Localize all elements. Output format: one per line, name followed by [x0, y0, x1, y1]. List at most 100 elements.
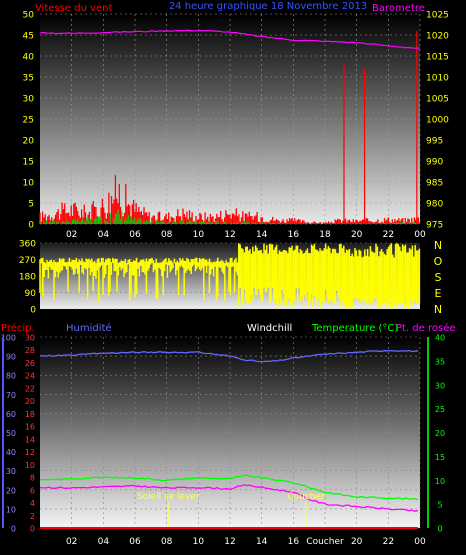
precip-tick-label: 14: [25, 435, 35, 444]
precip-tick-label: 18: [25, 410, 35, 419]
direction-axis-ticks: 0 90 180 270 360: [19, 240, 36, 316]
precip-tick-label: 4: [30, 499, 35, 508]
precip-tick-label: 26: [25, 359, 35, 368]
precip-tick-label: 6: [30, 486, 35, 495]
wind-tick-label: 10: [23, 179, 35, 189]
humidity-tick-label: 100: [1, 334, 16, 343]
humidity-tick-label: 30: [6, 467, 16, 476]
compass-letter: E: [435, 287, 442, 300]
temp-x-ticks: 02 04 06 08 10 12 14 16 Coucher 20 22 00: [66, 537, 426, 547]
wind-axis-ticks: 0 5 10 15 20 25 30 35 40 45 50: [23, 11, 35, 231]
temp-tick-label: 35: [435, 357, 445, 366]
humidity-axis-ticks: 0 10 20 30 40 50 60 70 80 90 100: [1, 334, 16, 534]
x-tick-label: 14: [256, 230, 268, 240]
precip-tick-label: 28: [25, 346, 35, 355]
humidity-tick-label: 60: [6, 410, 16, 419]
x-tick-label: 12: [224, 537, 235, 547]
compass-letter: O: [434, 255, 443, 268]
baro-tick-label: 1020: [426, 32, 449, 42]
precip-tick-label: 0: [30, 525, 35, 534]
wind-title: Vitesse du vent: [35, 3, 112, 14]
temperature-label: Temperature (°C): [311, 323, 398, 334]
chart-title: 24 heure graphique 18 Novembre 2013: [169, 1, 367, 12]
precip-tick-label: 12: [25, 448, 35, 457]
wind-tick-label: 0: [28, 221, 34, 231]
humidity-tick-label: 50: [6, 429, 16, 438]
precip-tick-label: 10: [25, 461, 35, 470]
direction-tick-label: 360: [19, 240, 36, 250]
wind-panel-grid: [40, 13, 421, 225]
temp-axis-ticks: 0 5 10 15 20 25 30 35 40: [435, 334, 445, 534]
baro-tick-label: 975: [426, 221, 443, 231]
wind-spikes: [343, 30, 418, 224]
x-tick-label: 16: [288, 537, 300, 547]
precip-tick-label: 16: [25, 423, 35, 432]
baro-axis-ticks: 975 980 985 990 995 1000 1005 1010 1015 1020 1025: [426, 11, 449, 231]
x-tick-label: 12: [224, 230, 235, 240]
direction-series: [39, 243, 421, 309]
x-tick-label: 00: [414, 537, 426, 547]
dewpoint-label: Pt. de rosée: [396, 322, 456, 334]
x-tick-label: 10: [193, 537, 205, 547]
wind-tick-label: 30: [23, 95, 35, 105]
compass-letter: S: [435, 271, 442, 284]
x-tick-label: 10: [193, 230, 205, 240]
direction-tick-label: 180: [19, 273, 36, 283]
wind-tick-label: 45: [23, 32, 34, 42]
temp-tick-label: 0: [437, 525, 442, 534]
wind-x-ticks: 02 04 06 08 10 12 14 16 18 20 22 00: [66, 230, 426, 240]
x-tick-label: 20: [351, 537, 363, 547]
precip-tick-label: 24: [25, 372, 35, 381]
precip-tick-label: 8: [30, 474, 35, 483]
precip-tick-label: 22: [25, 384, 35, 393]
wind-tick-label: 50: [23, 11, 35, 21]
x-tick-label: 04: [98, 230, 110, 240]
wind-tick-label: 35: [23, 74, 34, 84]
wind-tick-label: 15: [23, 158, 34, 168]
humidity-tick-label: 80: [6, 372, 16, 381]
direction-tick-label: 0: [30, 306, 36, 316]
wind-tick-label: 40: [23, 53, 35, 63]
precip-tick-label: 30: [25, 334, 35, 343]
wind-tick-label: 20: [23, 137, 35, 147]
temp-tick-label: 10: [435, 477, 445, 486]
humidity-tick-label: 20: [6, 486, 16, 495]
x-tick-label: 18: [319, 230, 331, 240]
x-tick-label: 02: [66, 230, 77, 240]
dewpoint-line: [39, 484, 419, 512]
humidity-tick-label: 40: [6, 448, 16, 457]
wind-tick-label: 5: [28, 200, 34, 210]
temp-tick-label: 40: [435, 334, 445, 343]
baro-line: [39, 29, 421, 49]
baro-tick-label: 980: [426, 200, 443, 210]
humidity-tick-label: 90: [6, 353, 16, 362]
wind-tick-label: 25: [23, 116, 34, 126]
precip-label: Précip.: [1, 322, 35, 334]
humidity-tick-label: 70: [6, 391, 16, 400]
x-tick-label: 02: [66, 537, 77, 547]
humidity-line: [40, 349, 419, 363]
gust-series: [39, 209, 421, 224]
x-tick-label: 04: [98, 537, 110, 547]
windchill-label: Windchill: [247, 323, 292, 334]
humidity-label: Humidité: [66, 322, 112, 334]
x-tick-label: Coucher: [306, 537, 344, 547]
baro-tick-label: 990: [426, 158, 443, 168]
baro-tick-label: 1015: [426, 53, 449, 63]
x-tick-label: 08: [161, 537, 173, 547]
humidity-tick-label: 10: [6, 505, 16, 514]
sunrise-label: Soleil se lever: [137, 492, 200, 502]
x-tick-label: 14: [256, 537, 268, 547]
x-tick-label: 16: [288, 230, 300, 240]
precip-tick-label: 2: [30, 512, 35, 521]
humidity-tick-label: 0: [11, 525, 16, 534]
x-tick-label: 22: [383, 537, 394, 547]
compass-letter: N: [434, 303, 442, 316]
temp-tick-label: 20: [435, 429, 445, 438]
temp-tick-label: 5: [437, 501, 442, 510]
baro-tick-label: 1025: [426, 11, 449, 21]
temperature-line: [40, 474, 419, 501]
